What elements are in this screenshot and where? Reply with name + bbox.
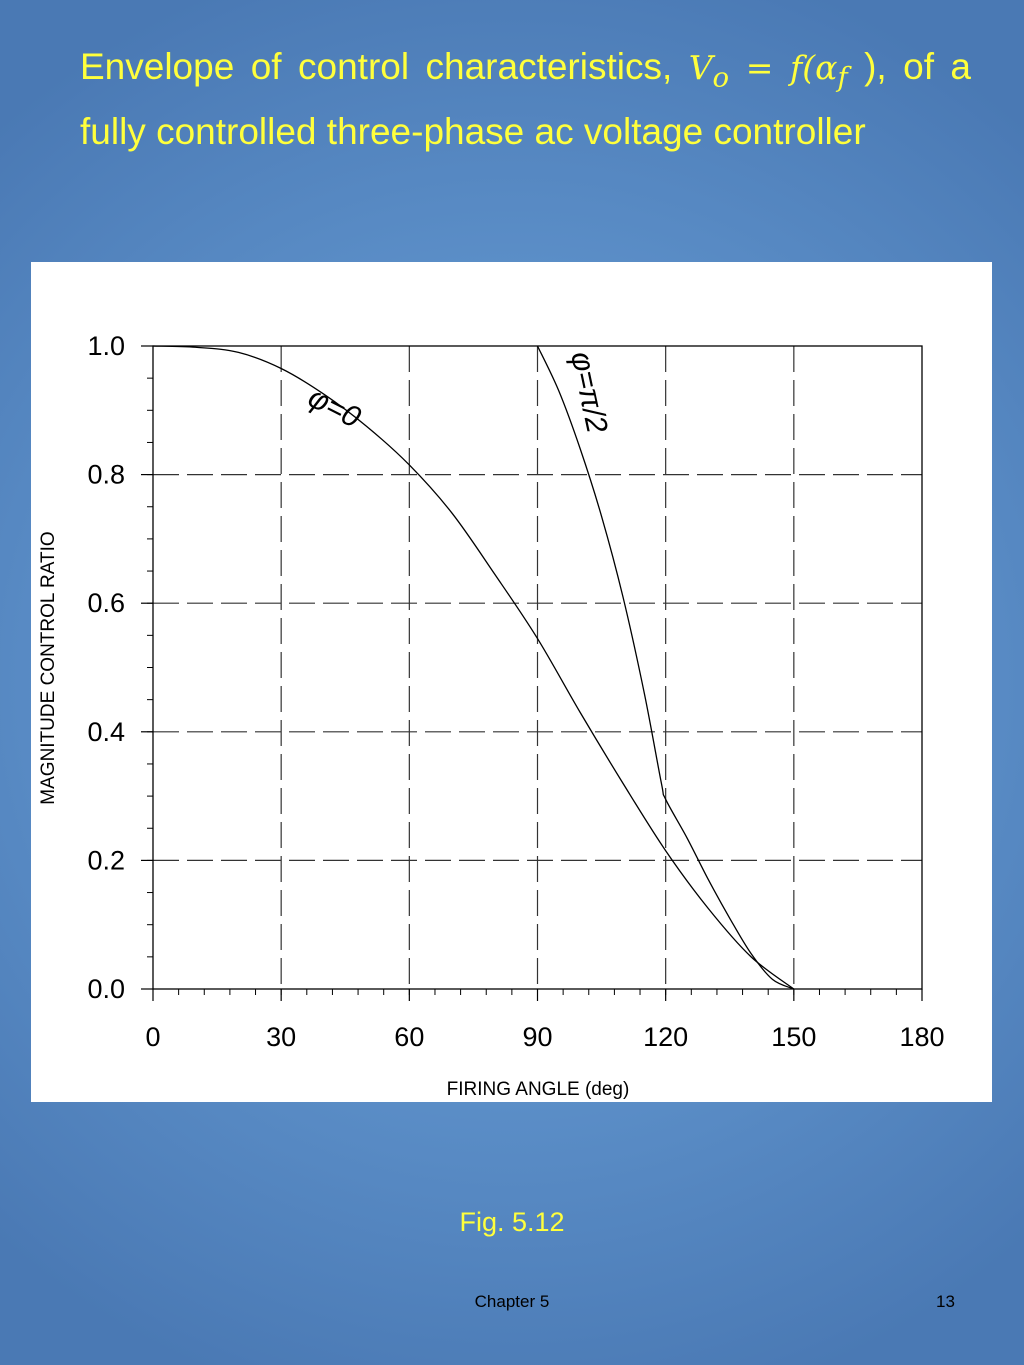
formula-alpha: α [815, 48, 838, 87]
y-tick-label: 0.2 [87, 845, 125, 875]
figure-caption: Fig. 5.12 [459, 1207, 565, 1237]
x-tick-label: 60 [394, 1022, 424, 1052]
formula-alpha-sub: f [837, 61, 848, 94]
minor-ticks [141, 345, 923, 1001]
formula-eq: = f( [729, 48, 816, 87]
footer-chapter: Chapter 5 [474, 1292, 550, 1311]
series-layer [152, 345, 795, 990]
grid [153, 346, 922, 989]
x-tick-label: 150 [771, 1022, 816, 1052]
page-number: 13 [936, 1292, 955, 1311]
title-text: Envelope of control characteristics, [80, 46, 689, 87]
y-tick-label: 0.4 [87, 717, 125, 747]
formula-close: ), [847, 46, 887, 87]
formula-v: V [688, 48, 713, 87]
y-axis-label: MAGNITUDE CONTROL RATIO [38, 531, 59, 804]
formula-v-sub: o [712, 61, 730, 94]
x-tick-label: 30 [266, 1022, 296, 1052]
chart: 0.0 0.2 0.4 0.6 0.8 1.0 0 30 60 90 120 150 180 φ=0 … [38, 331, 945, 1100]
series-line-1 [536, 345, 795, 990]
series-labels: φ=0 φ=π/2 [303, 349, 614, 437]
x-tick-label: 180 [899, 1022, 944, 1052]
x-tick-labels: 0 30 60 90 120 150 180 [145, 1022, 944, 1052]
y-tick-label: 1.0 [87, 331, 125, 361]
y-tick-label: 0.8 [87, 460, 125, 490]
x-tick-label: 120 [643, 1022, 688, 1052]
series-label-phi-0: φ=0 [303, 381, 366, 435]
slide-title: Envelope of control characteristics, Vo … [80, 40, 971, 158]
series-line-0 [152, 345, 795, 990]
y-tick-labels: 0.0 0.2 0.4 0.6 0.8 1.0 [87, 331, 125, 1004]
title-formula: Vo = f(αf [688, 48, 848, 94]
x-tick-label: 90 [522, 1022, 552, 1052]
x-tick-label: 0 [145, 1022, 160, 1052]
chart-panel: 0.0 0.2 0.4 0.6 0.8 1.0 0 30 60 90 120 150 180 φ=0 … [31, 262, 992, 1102]
x-axis-label: FIRING ANGLE (deg) [447, 1079, 630, 1100]
y-tick-label: 0.6 [87, 588, 125, 618]
y-tick-label: 0.0 [87, 974, 125, 1004]
title-rest: of a fully controlled three-phase ac vol… [80, 46, 972, 152]
